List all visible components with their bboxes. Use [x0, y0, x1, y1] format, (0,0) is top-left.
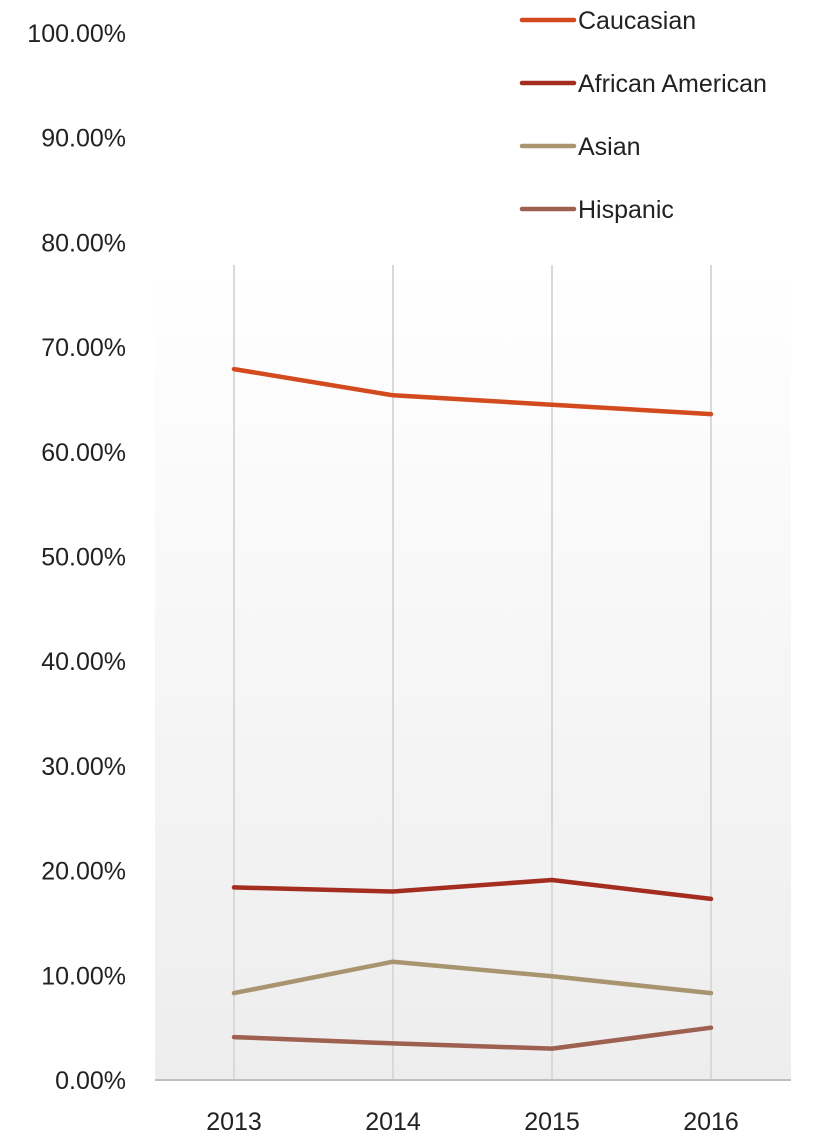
y-tick-label: 30.00% [41, 753, 126, 781]
legend-label: African American [578, 70, 767, 98]
legend-label: Hispanic [578, 196, 674, 224]
series-line-2 [231, 959, 714, 996]
series-line-1 [231, 877, 714, 902]
legend-label: Caucasian [578, 7, 696, 35]
x-tick-label: 2014 [365, 1108, 421, 1136]
y-tick-label: 90.00% [41, 125, 126, 153]
plot-area [155, 265, 791, 1080]
y-tick-label: 70.00% [41, 334, 126, 362]
x-tick-label: 2013 [206, 1108, 262, 1136]
y-tick-label: 80.00% [41, 229, 126, 257]
y-tick-label: 60.00% [41, 439, 126, 467]
x-tick-label: 2015 [524, 1108, 580, 1136]
y-tick-label: 20.00% [41, 858, 126, 886]
y-tick-label: 0.00% [55, 1067, 126, 1095]
y-tick-label: 50.00% [41, 544, 126, 572]
x-tick-label: 2016 [683, 1108, 739, 1136]
y-tick-label: 100.00% [27, 20, 126, 48]
series-line-0 [231, 366, 714, 417]
y-tick-label: 10.00% [41, 962, 126, 990]
series-line-3 [231, 1025, 714, 1051]
y-tick-label: 40.00% [41, 648, 126, 676]
legend-label: Asian [578, 133, 641, 161]
